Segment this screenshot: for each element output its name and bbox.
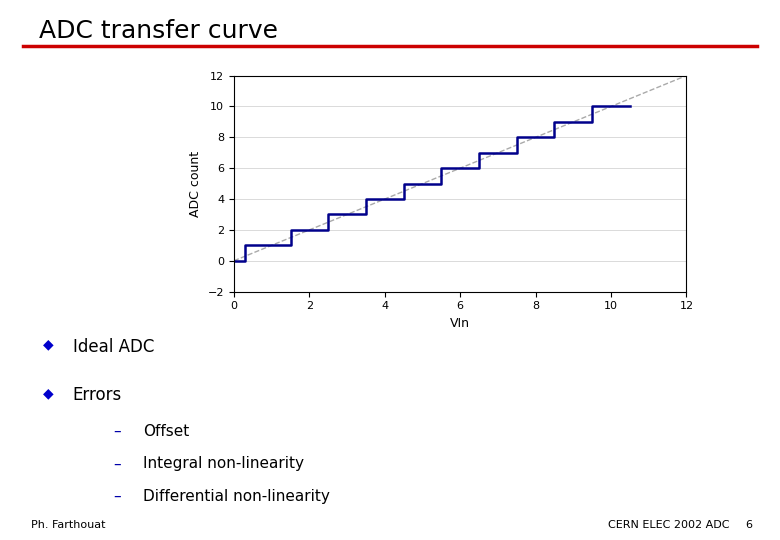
Text: Ideal ADC: Ideal ADC: [73, 338, 154, 355]
Text: ◆: ◆: [43, 338, 54, 352]
Text: –: –: [113, 489, 121, 504]
Text: Differential non-linearity: Differential non-linearity: [143, 489, 330, 504]
Text: Offset: Offset: [143, 424, 189, 439]
Text: CERN ELEC 2002 ADC: CERN ELEC 2002 ADC: [608, 520, 730, 530]
Text: ADC transfer curve: ADC transfer curve: [39, 19, 278, 43]
Text: –: –: [113, 456, 121, 471]
Text: Ph. Farthouat: Ph. Farthouat: [31, 520, 106, 530]
Text: 6: 6: [745, 520, 752, 530]
Text: Integral non-linearity: Integral non-linearity: [143, 456, 303, 471]
Text: ◆: ◆: [43, 386, 54, 400]
X-axis label: VIn: VIn: [450, 317, 470, 330]
Text: –: –: [113, 424, 121, 439]
Y-axis label: ADC count: ADC count: [190, 151, 202, 217]
Text: Errors: Errors: [73, 386, 122, 404]
